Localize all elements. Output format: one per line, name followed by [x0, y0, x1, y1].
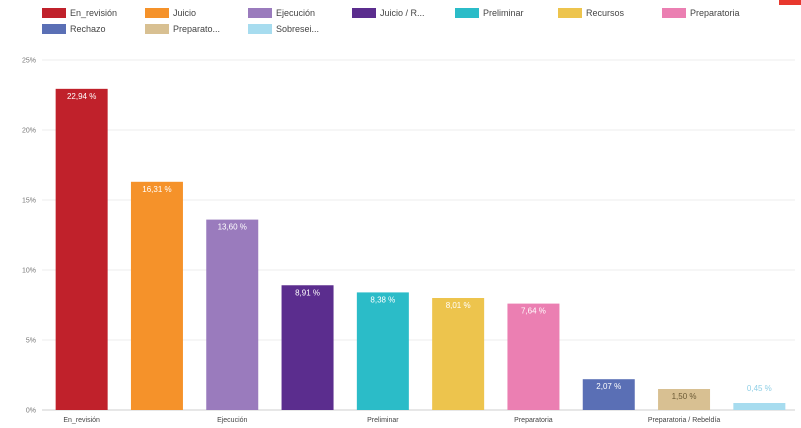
legend-label: Juicio	[173, 8, 197, 18]
y-tick-label: 15%	[22, 198, 36, 205]
x-category-label: Ejecución	[217, 417, 247, 424]
y-tick-label: 20%	[22, 128, 36, 135]
bar	[432, 298, 485, 410]
legend-label: Rechazo	[70, 24, 106, 34]
x-category-label: En_revisión	[63, 417, 100, 424]
legend-item[interactable]: Preliminar	[455, 8, 524, 18]
bar-value-label: 0,45 %	[747, 384, 772, 393]
legend-item[interactable]: Juicio / R...	[352, 8, 425, 18]
bar	[507, 303, 560, 410]
legend-swatch	[42, 8, 66, 18]
x-category-label: Preliminar	[367, 417, 399, 424]
corner-accent-mark	[779, 0, 801, 5]
legend-item[interactable]: Recursos	[558, 8, 624, 18]
bar	[55, 88, 108, 410]
x-category-label: Preparatoria / Rebeldía	[648, 417, 720, 424]
legend-label: Preliminar	[483, 8, 524, 18]
bar-value-label: 13,60 %	[218, 223, 247, 232]
legend-swatch	[662, 8, 686, 18]
y-tick-label: 25%	[22, 58, 36, 65]
bar	[582, 379, 635, 410]
bar	[658, 389, 711, 410]
bar-value-label: 8,01 %	[446, 301, 471, 310]
bar-value-label: 8,91 %	[295, 288, 320, 297]
x-category-label: Preparatoria	[514, 417, 553, 424]
legend-item[interactable]: Preparato...	[145, 24, 220, 34]
legend-item[interactable]: Preparatoria	[662, 8, 740, 18]
y-tick-label: 10%	[22, 268, 36, 275]
bar-value-label: 16,31 %	[142, 185, 171, 194]
bar-value-label: 8,38 %	[370, 295, 395, 304]
bar	[130, 181, 183, 410]
legend-swatch	[455, 8, 479, 18]
legend-swatch	[352, 8, 376, 18]
legend-item[interactable]: En_revisión	[42, 8, 117, 18]
legend-swatch	[145, 8, 169, 18]
bar-value-label: 1,50 %	[672, 392, 697, 401]
legend-swatch	[42, 24, 66, 34]
legend-label: Preparatoria	[690, 8, 740, 18]
legend-label: Sobresei...	[276, 24, 320, 34]
legend-swatch	[248, 8, 272, 18]
legend-label: Juicio / R...	[380, 8, 425, 18]
y-tick-label: 5%	[26, 338, 36, 345]
bar	[733, 403, 786, 410]
legend-swatch	[145, 24, 169, 34]
bar-value-label: 7,64 %	[521, 307, 546, 316]
bar	[206, 219, 259, 410]
legend-item[interactable]: Rechazo	[42, 24, 106, 34]
legend-swatch	[558, 8, 582, 18]
y-tick-label: 0%	[26, 408, 36, 415]
legend-label: Preparato...	[173, 24, 221, 34]
bar	[356, 292, 409, 410]
bar-value-label: 22,94 %	[67, 92, 96, 101]
legend-item[interactable]: Ejecución	[248, 8, 315, 18]
legend-label: Recursos	[586, 8, 625, 18]
legend-label: En_revisión	[70, 8, 118, 18]
legend-item[interactable]: Sobresei...	[248, 24, 319, 34]
legend-swatch	[248, 24, 272, 34]
bar	[281, 285, 334, 410]
legend-label: Ejecución	[276, 8, 316, 18]
bar-value-label: 2,07 %	[596, 382, 621, 391]
legend: En_revisión Juicio Ejecución Juicio / R... P…	[0, 0, 801, 48]
legend-item[interactable]: Juicio	[145, 8, 196, 18]
